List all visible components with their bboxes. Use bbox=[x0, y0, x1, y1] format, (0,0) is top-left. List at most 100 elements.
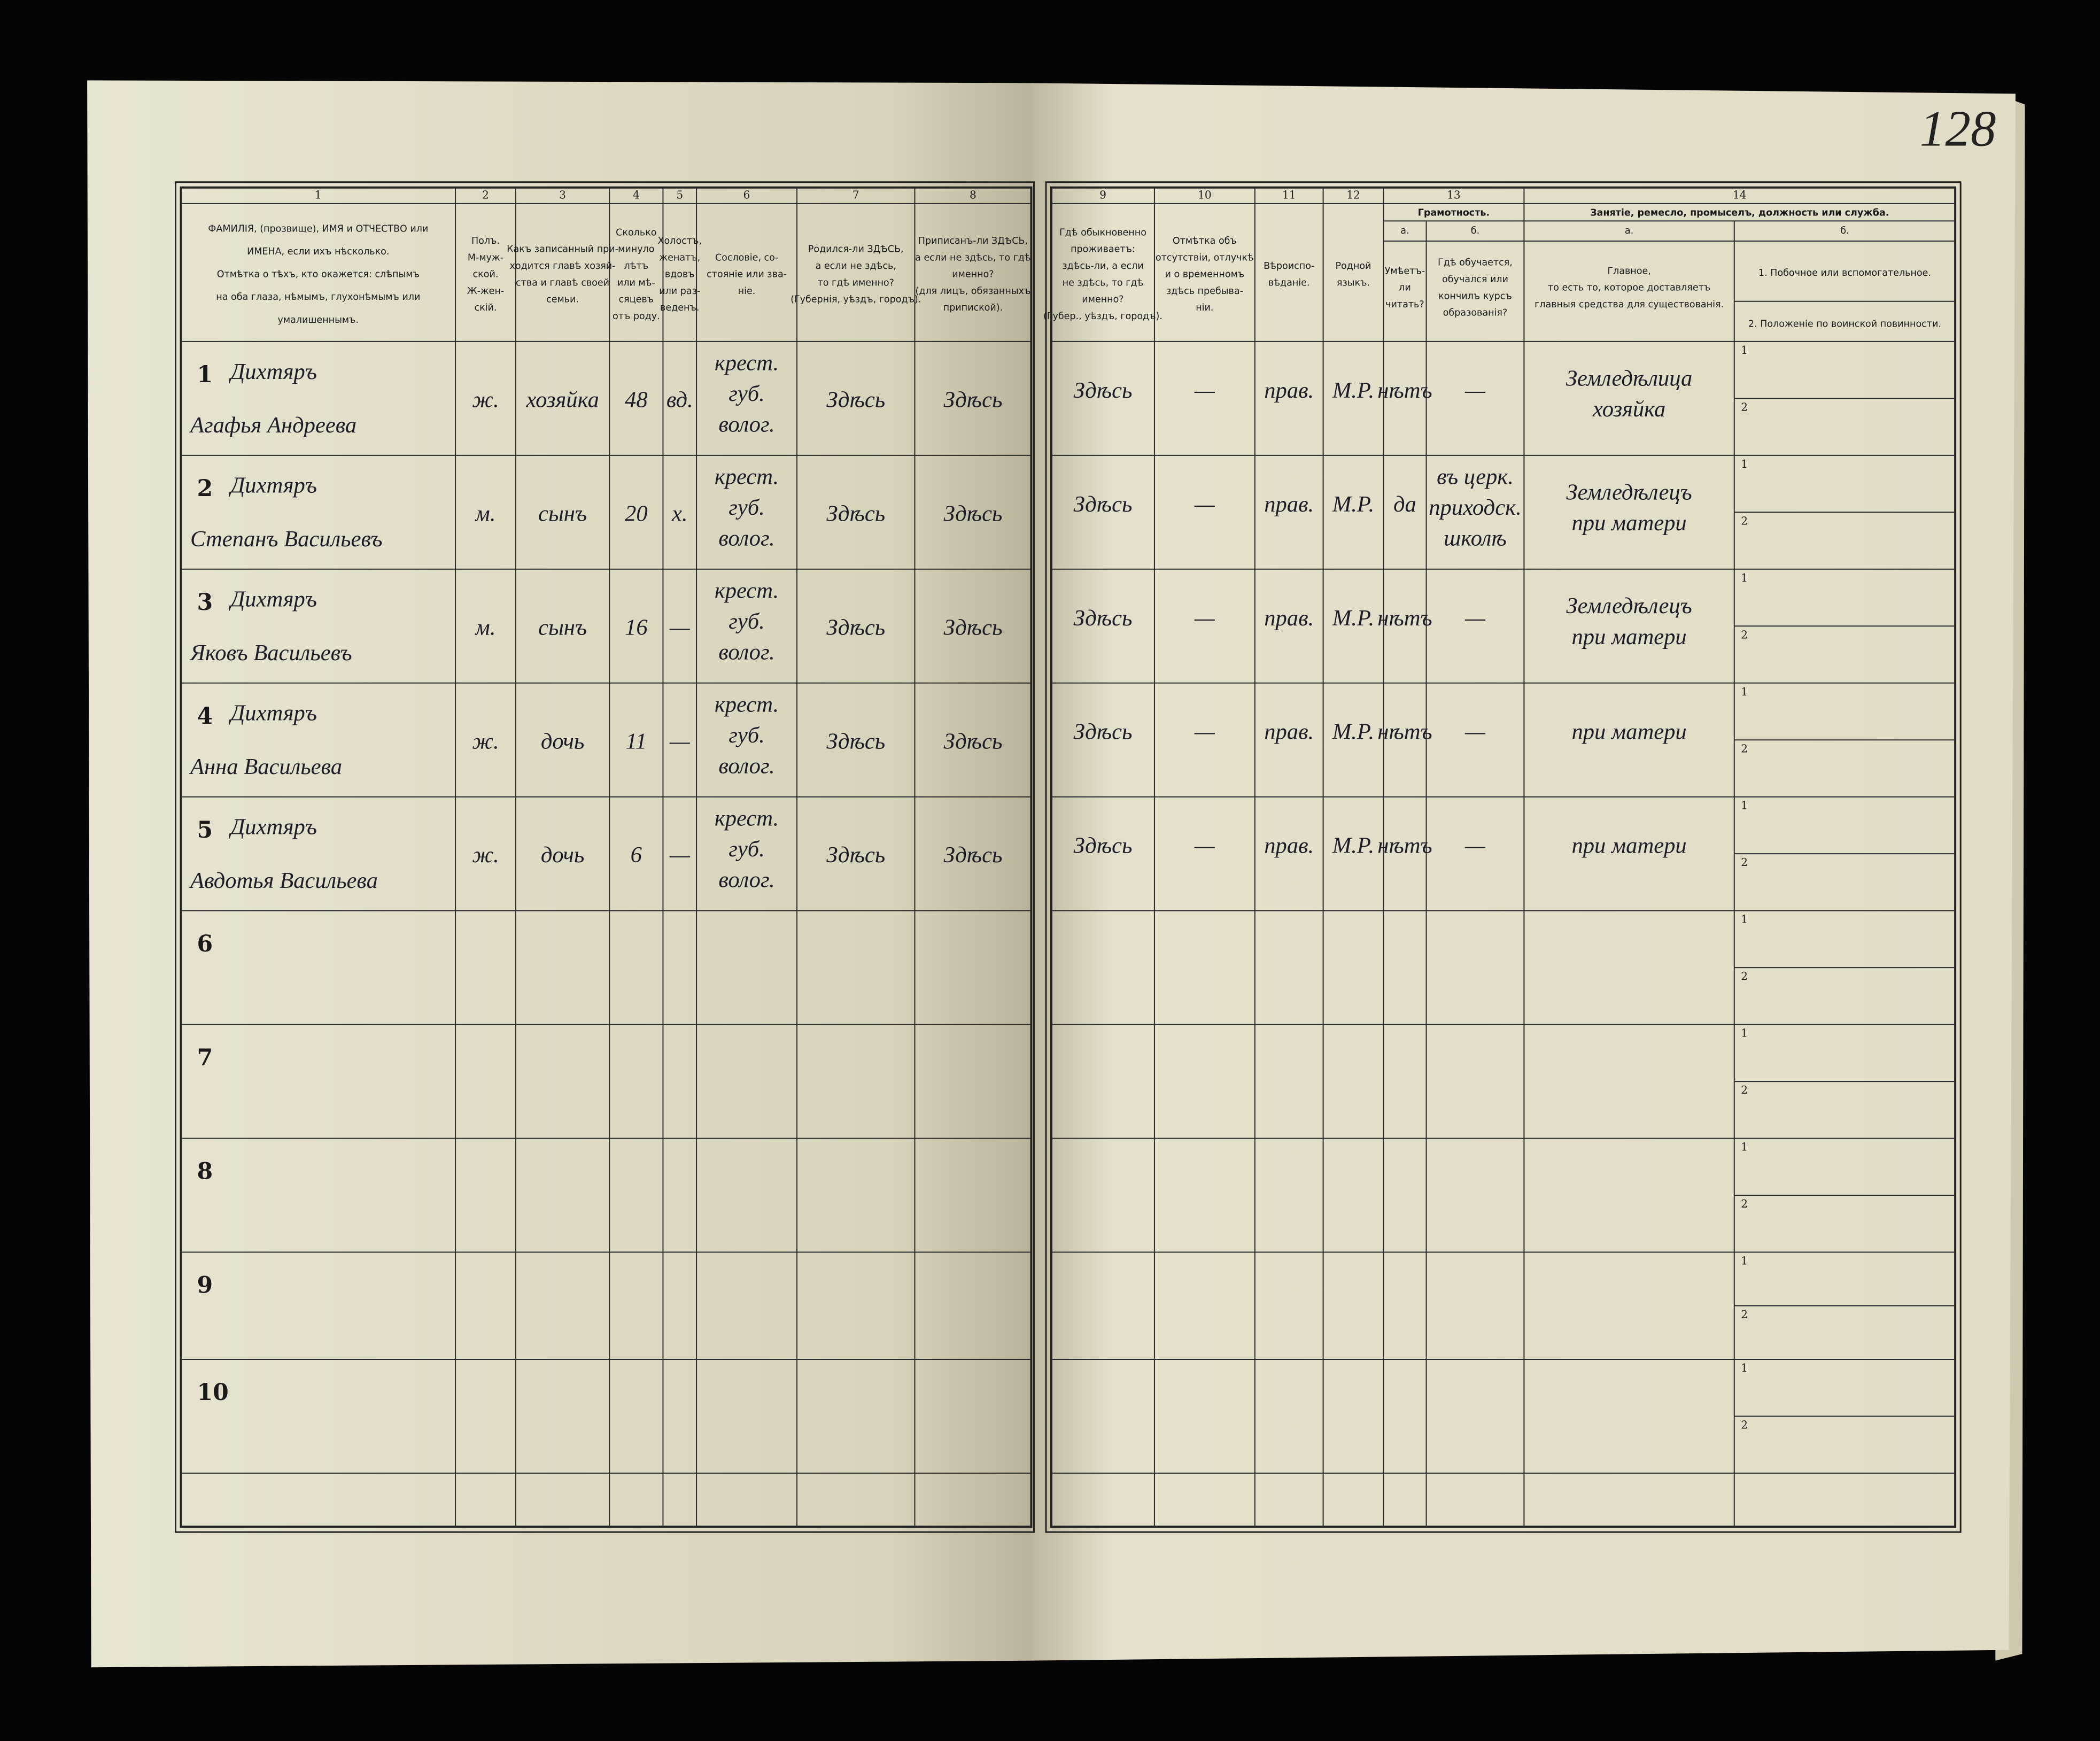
surname: Дихтяръ bbox=[228, 701, 317, 726]
given-name: Степанъ Васильевъ bbox=[190, 527, 382, 552]
column-header: (для лицъ, обязанныхъ bbox=[916, 286, 1031, 297]
column-header: вѣданіе. bbox=[1268, 277, 1310, 288]
sub-letter: б. bbox=[1471, 226, 1479, 236]
column-number: 5 bbox=[676, 188, 683, 201]
right-page bbox=[1031, 83, 2016, 1661]
column-header: именно? bbox=[1082, 295, 1123, 305]
cell-value: 11 bbox=[626, 729, 647, 754]
column-header: припиской). bbox=[943, 303, 1003, 313]
column-header: Отмѣтка объ bbox=[1173, 236, 1237, 246]
column-header: веденъ. bbox=[660, 303, 699, 313]
column-header: Приписанъ-ли ЗДѢСЬ, bbox=[918, 236, 1028, 246]
row-number: 8 bbox=[197, 1158, 213, 1185]
part-label: 2 bbox=[1741, 1197, 1748, 1210]
part-label: 2 bbox=[1741, 970, 1748, 982]
column-header: ходится главѣ хозяй- bbox=[510, 261, 616, 272]
part-label: 2 bbox=[1741, 628, 1748, 641]
cell-value: при матери bbox=[1571, 833, 1686, 858]
column-header: ИМЕНА, если ихъ нѣсколько. bbox=[247, 246, 389, 257]
column-header: (Губернія, уѣздъ, городъ). bbox=[791, 295, 921, 305]
row-number: 7 bbox=[197, 1044, 213, 1071]
column-number: 4 bbox=[633, 188, 640, 201]
cell-value: крест. bbox=[715, 806, 779, 831]
column-header: ства и главѣ своей bbox=[516, 277, 609, 288]
surname: Дихтяръ bbox=[228, 359, 317, 384]
cell-value: дочь bbox=[541, 842, 584, 868]
cell-value: да bbox=[1393, 492, 1416, 517]
cell-value: ж. bbox=[472, 729, 499, 754]
column-header: Родился-ли ЗДѢСЬ, bbox=[808, 244, 904, 255]
cell-value: волог. bbox=[718, 640, 774, 665]
column-number: 10 bbox=[1198, 188, 1212, 201]
column-header: образованія? bbox=[1443, 308, 1508, 319]
column-header: обучался или bbox=[1442, 274, 1508, 285]
cell-value: сынъ bbox=[538, 501, 587, 526]
cell-value: прав. bbox=[1264, 833, 1314, 858]
row-number: 2 bbox=[197, 475, 213, 502]
cell-value: Земледѣлица bbox=[1566, 366, 1692, 391]
part-label: 1 bbox=[1741, 344, 1748, 357]
sub-letter: а. bbox=[1625, 226, 1633, 236]
cell-value: крест. bbox=[715, 578, 779, 603]
cell-value: нѣтъ bbox=[1377, 378, 1432, 403]
column-header: Вѣроиспо- bbox=[1264, 261, 1314, 272]
column-header: Умѣетъ- bbox=[1385, 266, 1425, 276]
column-number: 1 bbox=[315, 188, 322, 201]
column-header: ской. bbox=[473, 269, 499, 280]
column-header: на оба глаза, нѣмымъ, глухонѣмымъ или bbox=[216, 292, 420, 303]
cell-value: М.Р. bbox=[1332, 492, 1375, 517]
cell-value: м. bbox=[475, 615, 496, 640]
column-header: ФАМИЛІЯ, (прозвище), ИМЯ и ОТЧЕСТВО или bbox=[208, 223, 428, 234]
cell-value: волог. bbox=[718, 526, 774, 551]
cell-value: при матери bbox=[1571, 624, 1686, 649]
column-header: женатъ, bbox=[659, 252, 700, 263]
cell-value: — bbox=[1194, 833, 1215, 858]
cell-value: въ церк. bbox=[1437, 464, 1514, 489]
cell-value: хозяйка bbox=[525, 387, 599, 412]
column-header: 2. Положеніе по воинской повинности. bbox=[1748, 319, 1941, 329]
cell-value: крест. bbox=[715, 464, 779, 489]
cell-value: Здѣсь bbox=[944, 501, 1003, 526]
column-header: Родной bbox=[1335, 261, 1371, 272]
cell-value: Здѣсь bbox=[944, 615, 1003, 640]
cell-value: Здѣсь bbox=[944, 729, 1003, 754]
cell-value: Здѣсь bbox=[1074, 378, 1133, 403]
part-label: 2 bbox=[1741, 1308, 1748, 1321]
column-header: то гдѣ именно? bbox=[818, 277, 894, 288]
cell-value: крест. bbox=[715, 692, 779, 717]
column-header: а если не здѣсь, bbox=[816, 261, 896, 272]
cell-value: при матери bbox=[1571, 510, 1686, 536]
cell-value: — bbox=[1464, 833, 1486, 858]
part-label: 2 bbox=[1741, 400, 1748, 413]
column-header: Гдѣ обыкновенно bbox=[1059, 227, 1146, 238]
part-label: 1 bbox=[1741, 799, 1748, 812]
sub-letter: б. bbox=[1840, 226, 1849, 236]
given-name: Авдотья Васильева bbox=[189, 868, 378, 893]
column-header: здѣсь-ли, а если bbox=[1062, 261, 1143, 272]
column-number: 9 bbox=[1099, 188, 1106, 201]
column-header: языкъ. bbox=[1337, 277, 1370, 288]
column-header: ніи. bbox=[1196, 303, 1213, 313]
group-header: Грамотность. bbox=[1418, 207, 1490, 218]
column-number: 2 bbox=[482, 188, 489, 201]
cell-value: — bbox=[1194, 378, 1215, 403]
column-number: 13 bbox=[1447, 188, 1461, 201]
cell-value: 20 bbox=[625, 501, 648, 526]
cell-value: Здѣсь bbox=[826, 615, 885, 640]
table-frame bbox=[1050, 186, 1957, 1528]
cell-value: сынъ bbox=[538, 615, 587, 640]
part-label: 2 bbox=[1741, 856, 1748, 869]
cell-value: губ. bbox=[729, 381, 765, 406]
given-name: Агафья Андреева bbox=[189, 413, 357, 438]
column-header: или мѣ- bbox=[617, 277, 655, 288]
column-number: 6 bbox=[743, 188, 750, 201]
cell-value: М.Р. bbox=[1332, 378, 1375, 403]
row-number: 1 bbox=[197, 361, 213, 388]
cell-value: вд. bbox=[667, 387, 693, 412]
cell-value: прав. bbox=[1264, 492, 1314, 517]
cell-value: волог. bbox=[718, 868, 774, 893]
cell-value: прав. bbox=[1264, 378, 1314, 403]
given-name: Анна Васильева bbox=[189, 754, 342, 779]
cell-value: нѣтъ bbox=[1377, 606, 1432, 631]
cell-value: губ. bbox=[729, 723, 765, 748]
